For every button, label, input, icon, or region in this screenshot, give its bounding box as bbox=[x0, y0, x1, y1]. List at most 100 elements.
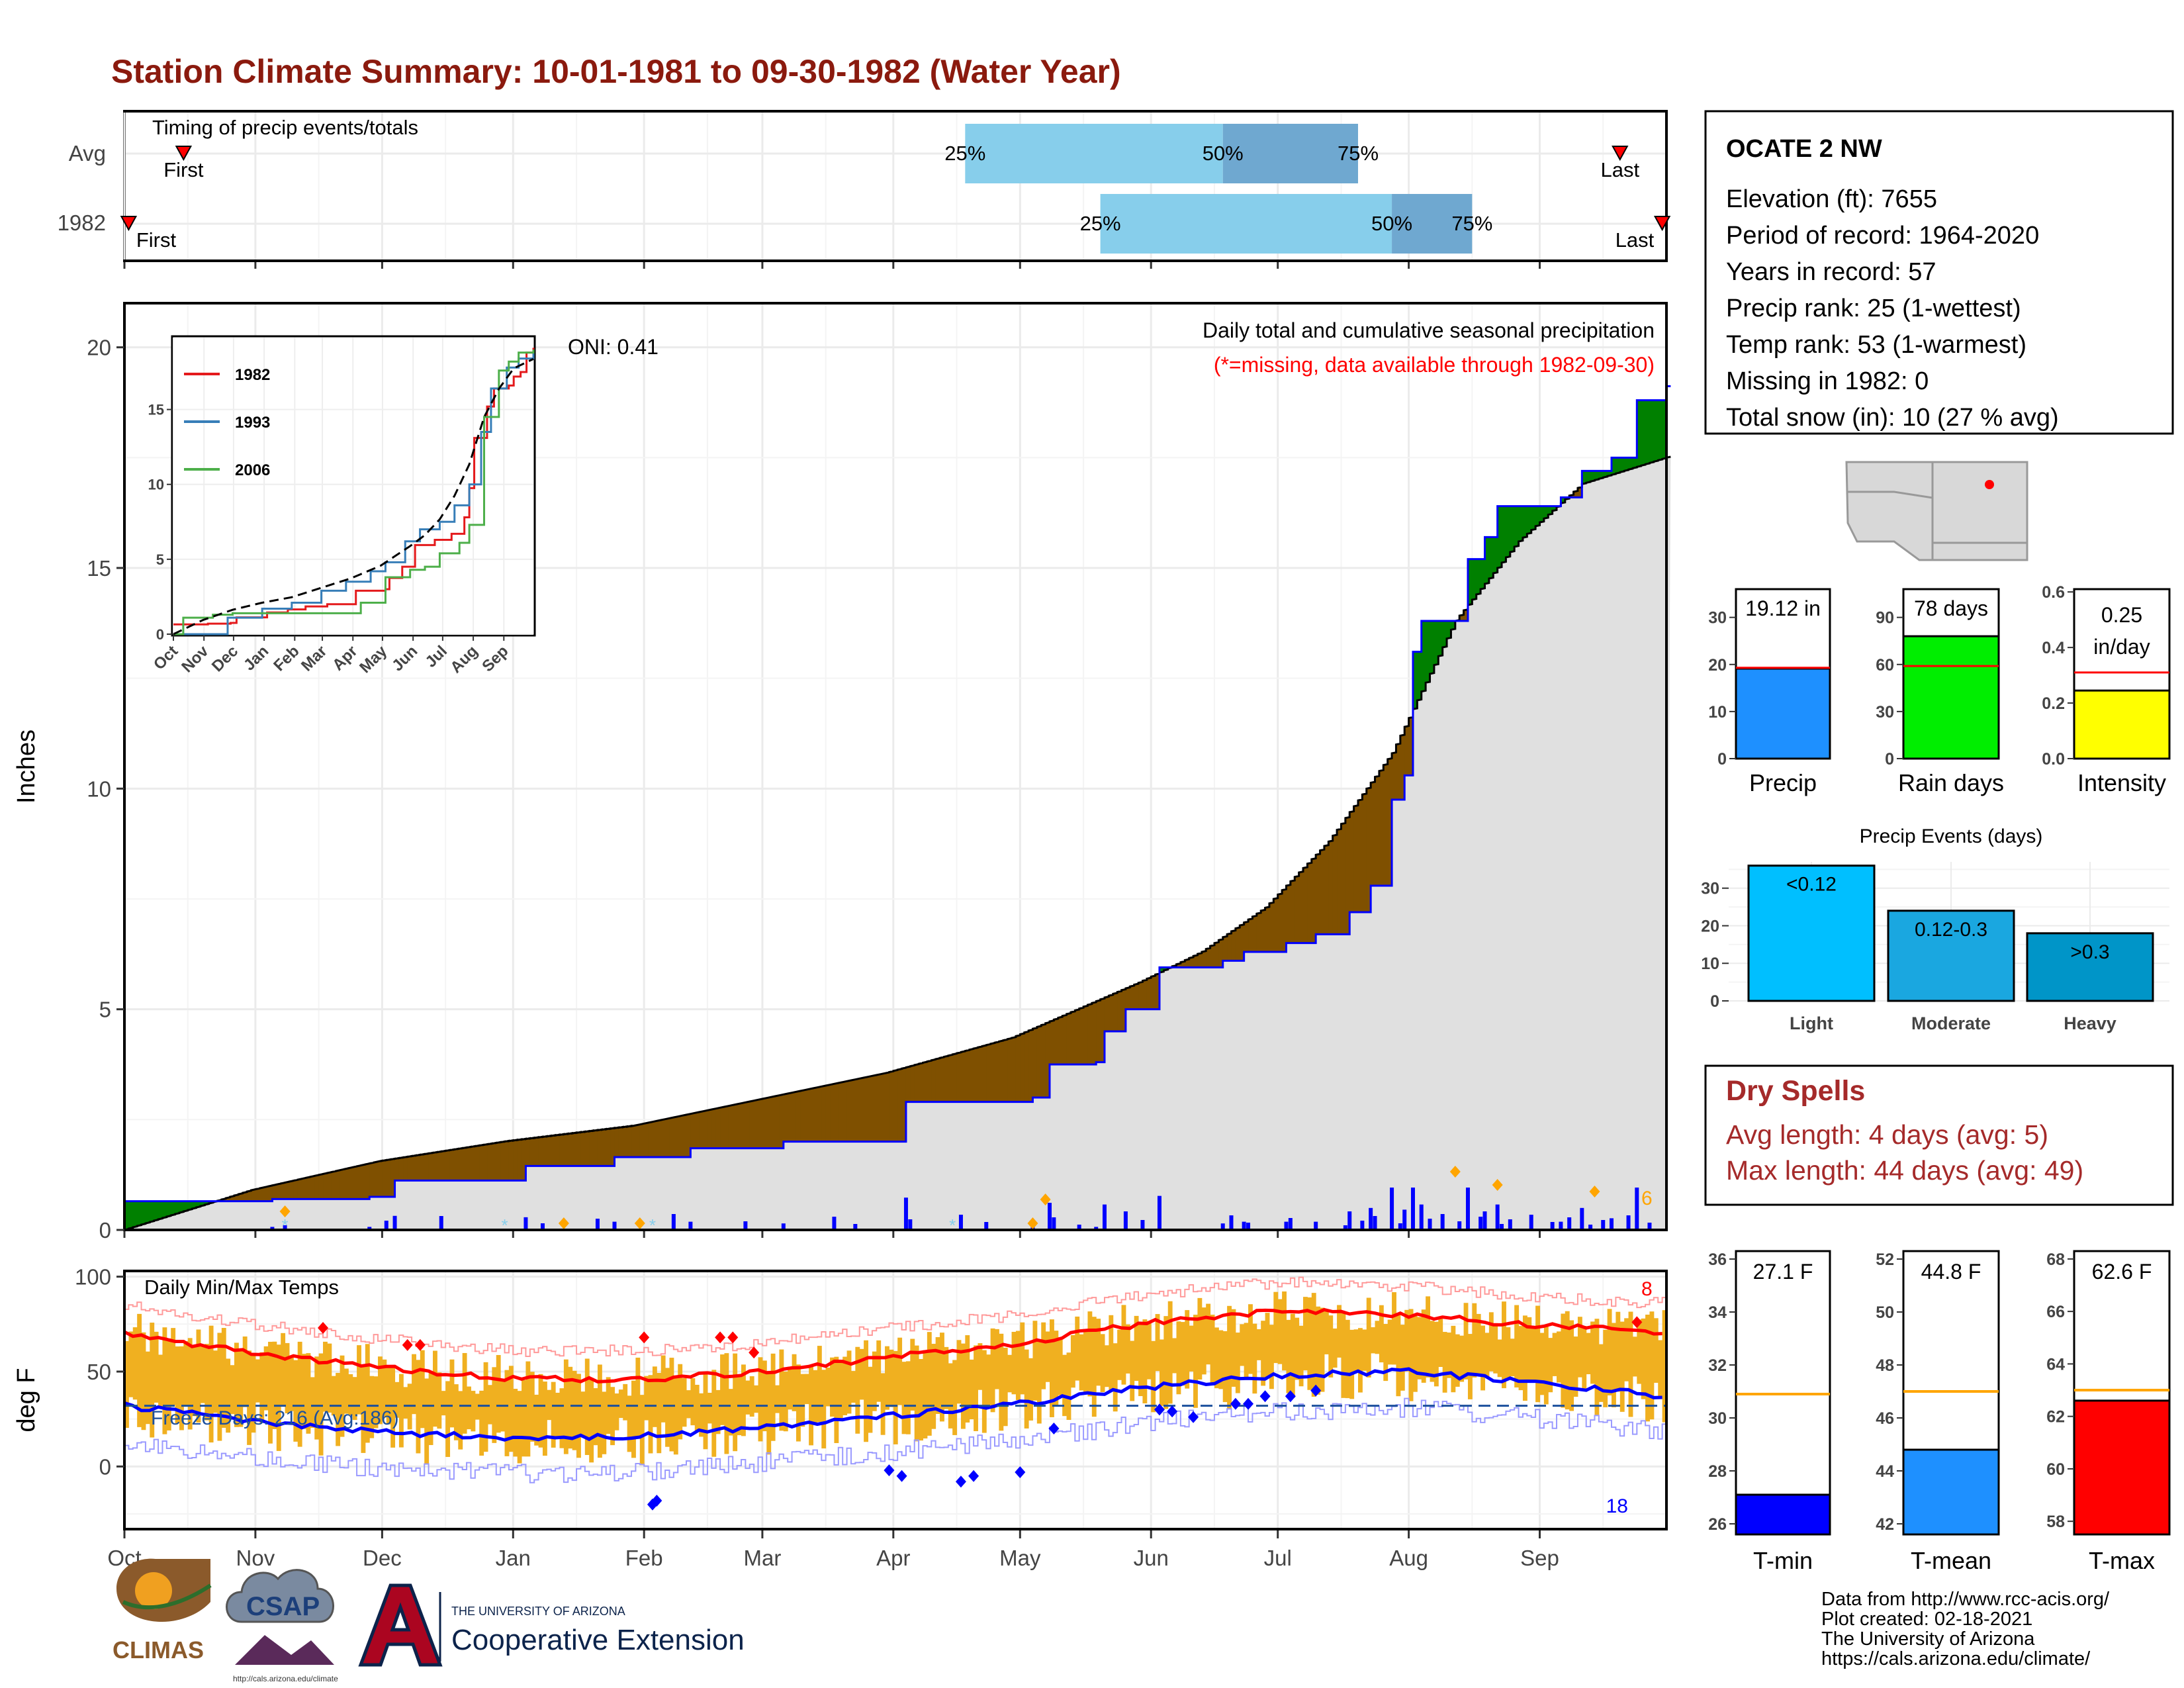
daily-temp-range-bar bbox=[572, 1370, 577, 1450]
precip-below-normal bbox=[467, 1147, 472, 1181]
station-line: Period of record: 1964-2020 bbox=[1726, 222, 2039, 250]
daily-temp-range-bar bbox=[576, 1374, 581, 1458]
daily-temp-range-bar bbox=[901, 1362, 907, 1434]
daily-temp-range-bar bbox=[1518, 1326, 1524, 1391]
station-line: Years in record: 57 bbox=[1726, 258, 1936, 286]
timing-bar-50-75 bbox=[1392, 194, 1473, 254]
daily-temp-range-bar bbox=[1358, 1328, 1363, 1393]
daily-temp-range-bar bbox=[1628, 1311, 1633, 1417]
precip-below-normal bbox=[1396, 744, 1401, 800]
precip-above-normal bbox=[1658, 400, 1663, 461]
daily-temp-range-bar bbox=[255, 1359, 260, 1403]
daily-temp-range-bar bbox=[1282, 1291, 1287, 1371]
temp-bar-tick-label: 52 bbox=[1876, 1250, 1894, 1269]
mini-bar-tick-label: 0.2 bbox=[2042, 694, 2065, 713]
precip-above-normal bbox=[1612, 457, 1616, 475]
timing-pct-label: 75% bbox=[1338, 142, 1379, 165]
precip-below-normal bbox=[390, 1159, 396, 1197]
precip-below-normal bbox=[1375, 776, 1380, 886]
daily-temp-range-bar bbox=[952, 1360, 958, 1435]
daily-temp-range-bar bbox=[365, 1344, 370, 1443]
mini-bar-charts: 0 10 20 30 19.12 in Precip 0 30 60 90 78 days Rain … bbox=[1708, 583, 2171, 796]
daily-temp-range-bar bbox=[842, 1356, 848, 1415]
daily-temp-range-bar bbox=[1273, 1291, 1279, 1364]
timing-row-avg: Avg bbox=[69, 141, 106, 165]
daily-temp-range-bar bbox=[1091, 1317, 1097, 1417]
daily-temp-range-bar bbox=[1527, 1317, 1532, 1380]
daily-precip-bar bbox=[1440, 1214, 1445, 1229]
record-low-marker bbox=[1259, 1390, 1271, 1403]
temp-tick-label: 50 bbox=[87, 1360, 111, 1384]
daily-temp-range-bar bbox=[1332, 1328, 1338, 1368]
precip-below-normal bbox=[475, 1146, 480, 1181]
daily-temp-range-bar bbox=[226, 1358, 231, 1433]
daily-temp-range-bar bbox=[796, 1364, 801, 1442]
precip-below-normal bbox=[479, 1145, 484, 1181]
precip-below-normal bbox=[868, 1076, 873, 1142]
daily-temp-range-bar bbox=[817, 1346, 822, 1423]
daily-precip-bar bbox=[903, 1197, 908, 1229]
precip-below-normal bbox=[821, 1086, 827, 1142]
daily-temp-range-bar bbox=[1109, 1315, 1114, 1392]
precip-below-normal bbox=[1041, 1025, 1046, 1098]
temp-bar-value bbox=[1902, 1448, 2000, 1536]
precip-below-normal bbox=[639, 1124, 645, 1157]
daily-temp-range-bar bbox=[1337, 1305, 1342, 1358]
month-label: Dec bbox=[363, 1546, 402, 1570]
temp-bar-tick-label: 36 bbox=[1708, 1250, 1727, 1269]
precip-below-normal bbox=[834, 1084, 839, 1142]
daily-temp-range-bar bbox=[542, 1382, 547, 1456]
precip-below-normal bbox=[889, 1072, 894, 1142]
precip-below-normal bbox=[433, 1152, 437, 1181]
precip-below-normal bbox=[357, 1166, 362, 1199]
daily-temp-range-bar bbox=[171, 1328, 176, 1405]
events-bar-label: <0.12 bbox=[1786, 874, 1837, 896]
precip-below-normal bbox=[956, 1053, 962, 1102]
daily-temp-range-bar bbox=[919, 1358, 923, 1441]
record-low-marker bbox=[1310, 1384, 1322, 1397]
timing-pct-label: 25% bbox=[1080, 212, 1121, 235]
daily-temp-range-bar bbox=[1637, 1319, 1642, 1384]
precip-below-normal bbox=[1383, 765, 1388, 886]
temp-bar-tick-label: 46 bbox=[1876, 1409, 1894, 1428]
daily-temp-range-bar bbox=[1387, 1319, 1392, 1365]
precip-below-normal bbox=[1011, 1038, 1017, 1102]
daily-temp-range-bar bbox=[1641, 1318, 1646, 1399]
daily-temp-range-bar bbox=[289, 1356, 294, 1411]
precip-legend-title: Daily total and cumulative seasonal prec… bbox=[1203, 318, 1655, 342]
daily-temp-range-bar bbox=[758, 1357, 763, 1442]
precip-below-normal bbox=[627, 1127, 632, 1157]
station-line: Elevation (ft): 7655 bbox=[1726, 185, 1937, 213]
precip-above-normal bbox=[1159, 967, 1164, 973]
precip-year-line bbox=[124, 385, 1671, 1203]
precip-below-normal bbox=[999, 1041, 1004, 1102]
record-low-marker bbox=[1154, 1403, 1165, 1416]
record-low-marker bbox=[955, 1476, 966, 1488]
precip-below-normal bbox=[1400, 735, 1405, 800]
daily-precip-bar bbox=[688, 1221, 693, 1229]
daily-temp-range-bar bbox=[1151, 1340, 1156, 1413]
precip-below-normal bbox=[850, 1080, 856, 1142]
precip-below-normal bbox=[483, 1145, 488, 1181]
precip-tick-label: 20 bbox=[87, 336, 111, 360]
precip-below-normal bbox=[969, 1049, 974, 1102]
daily-temp-range-bar bbox=[1442, 1332, 1447, 1393]
mini-bar-value-label: 19.12 in bbox=[1745, 596, 1821, 620]
precip-below-normal bbox=[1091, 1003, 1097, 1064]
daily-temp-range-bar bbox=[551, 1382, 556, 1448]
daily-temp-range-bar bbox=[1261, 1321, 1266, 1386]
precip-below-normal bbox=[733, 1105, 738, 1149]
temp-bar-tick-label: 66 bbox=[2046, 1303, 2065, 1321]
daily-temp-range-bar bbox=[910, 1338, 915, 1411]
timing-panel: 25% 50% 75% First Last 25% 50% 75% First Last Tim… bbox=[58, 110, 1671, 262]
daily-temp-range-bar bbox=[471, 1391, 476, 1432]
record-low-marker bbox=[884, 1464, 895, 1477]
precip-above-normal bbox=[1615, 457, 1621, 474]
events-tick-label: 10 bbox=[1701, 955, 1719, 973]
freeze-days-label: Freeze Days: 216 (Avg:186) bbox=[151, 1407, 399, 1429]
precip-below-normal bbox=[310, 1176, 315, 1199]
daily-precip-bar bbox=[1360, 1221, 1365, 1229]
daily-temp-range-bar bbox=[779, 1349, 784, 1431]
daily-temp-range-bar bbox=[1557, 1331, 1561, 1383]
daily-temp-range-bar bbox=[1222, 1331, 1228, 1403]
